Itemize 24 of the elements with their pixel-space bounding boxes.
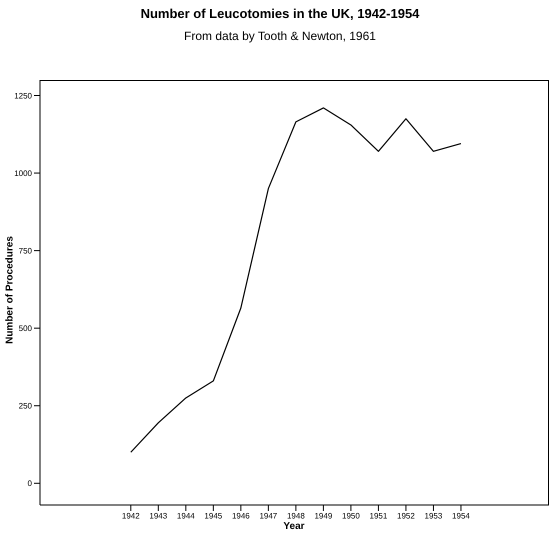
x-tick-label: 1945 bbox=[204, 512, 223, 521]
chart-subtitle: From data by Tooth & Newton, 1961 bbox=[183, 29, 377, 43]
x-tick-label: 1947 bbox=[259, 512, 278, 521]
x-tick-label: 1954 bbox=[452, 512, 470, 521]
line-series bbox=[130, 107, 462, 453]
y-tick-label: 0 bbox=[28, 479, 33, 488]
x-tick-label: 1952 bbox=[397, 512, 416, 521]
y-tick-label: 750 bbox=[18, 246, 33, 256]
chart-title: Number of Leucotomies in the UK, 1942-1954 bbox=[140, 6, 420, 21]
x-tick-label: 1944 bbox=[176, 512, 196, 521]
x-tick-label: 1950 bbox=[342, 512, 360, 521]
x-tick-label: 1951 bbox=[370, 512, 388, 521]
x-tick-label: 1943 bbox=[149, 512, 168, 521]
x-tick-label: 1948 bbox=[286, 512, 306, 521]
x-tick-label: 1946 bbox=[232, 512, 250, 521]
y-tick-label: 250 bbox=[18, 402, 33, 411]
x-tick-label: 1942 bbox=[122, 512, 140, 521]
y-tick-label: 500 bbox=[18, 324, 33, 334]
y-tick-label: 1000 bbox=[14, 168, 33, 178]
x-tick-label: 1953 bbox=[424, 512, 443, 521]
y-tick-label: 1250 bbox=[14, 91, 33, 100]
y-axis-title: Number of Procedures bbox=[4, 236, 16, 344]
x-axis-title: Year bbox=[282, 521, 306, 532]
x-tick-label: 1949 bbox=[314, 512, 333, 521]
